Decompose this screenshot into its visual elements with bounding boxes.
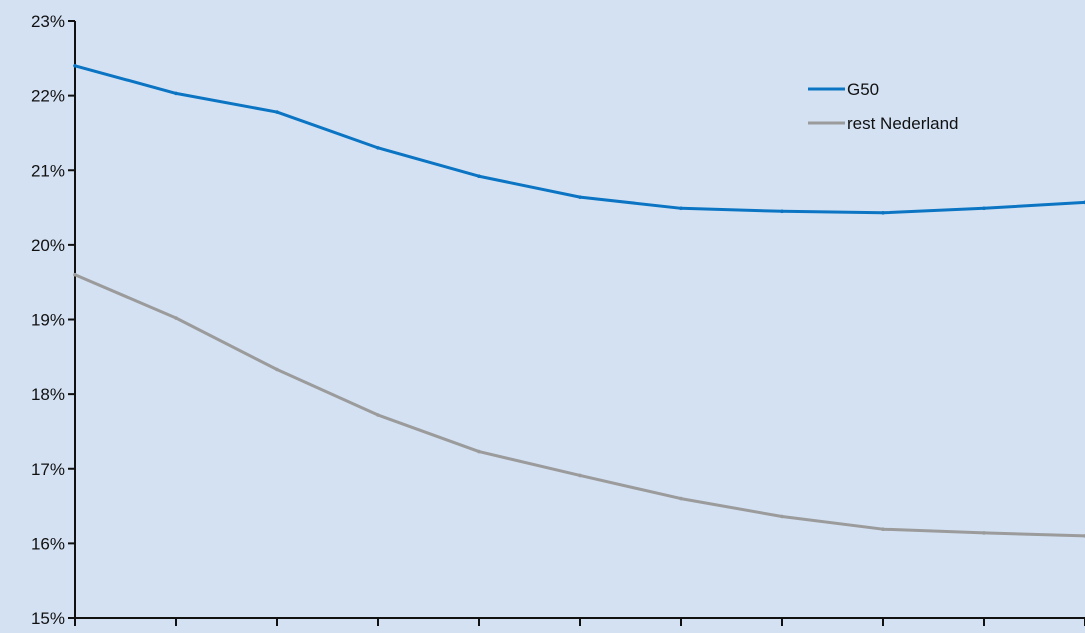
- y-tick-label: 19%: [31, 311, 65, 330]
- data-point: [881, 527, 885, 531]
- data-point: [982, 206, 986, 211]
- data-point: [780, 209, 784, 214]
- data-point: [578, 195, 582, 199]
- y-tick-label: 17%: [31, 460, 65, 479]
- y-tick-label: 20%: [31, 236, 65, 255]
- data-point: [780, 514, 784, 519]
- data-point: [275, 110, 279, 114]
- y-tick-label: 18%: [31, 385, 65, 404]
- y-tick-label: 23%: [31, 12, 65, 31]
- data-point: [982, 531, 986, 535]
- data-point: [376, 146, 380, 150]
- data-point: [376, 413, 380, 417]
- y-tick-label: 22%: [31, 87, 65, 106]
- y-tick-label: 21%: [31, 161, 65, 180]
- data-point: [477, 174, 481, 179]
- data-point: [578, 473, 582, 478]
- y-tick-label: 16%: [31, 534, 65, 553]
- data-point: [679, 496, 683, 501]
- data-point: [73, 272, 77, 277]
- data-point: [275, 367, 279, 372]
- legend-label: rest Nederland: [847, 114, 959, 133]
- data-point: [477, 449, 481, 454]
- data-point: [174, 91, 178, 96]
- data-point: [73, 63, 77, 68]
- data-point: [679, 206, 683, 211]
- data-point: [881, 210, 885, 215]
- legend: G50 rest Nederland: [808, 80, 959, 133]
- y-tick-label: 15%: [31, 609, 65, 628]
- legend-label: G50: [847, 80, 879, 99]
- data-point: [174, 316, 178, 320]
- axes: 15% 16% 17% 18% 19% 20% 21% 22% 23%: [31, 12, 1085, 628]
